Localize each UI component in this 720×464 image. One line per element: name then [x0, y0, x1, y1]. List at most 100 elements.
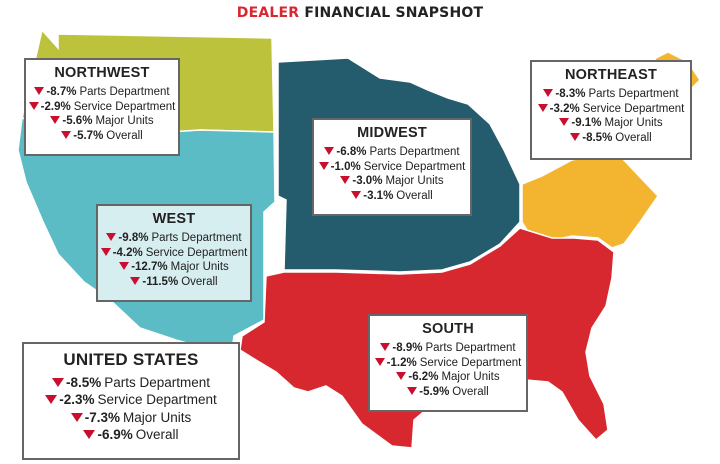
stat-value: -5.6%: [62, 115, 93, 128]
down-arrow-icon: [407, 387, 418, 396]
stat-value: -8.7%: [46, 86, 77, 98]
midwest-stat-row: -6.8% Parts Department: [314, 145, 470, 160]
south-stat-row: -8.9% Parts Department: [370, 341, 526, 356]
down-arrow-icon: [61, 131, 72, 140]
south-title: SOUTH: [422, 321, 474, 337]
down-arrow-icon: [318, 161, 329, 170]
stat-value: -1.2%: [386, 356, 417, 369]
northeast-stat-row: -8.3% Parts Department: [532, 87, 690, 102]
midwest-stat-row: -3.1% Overall: [314, 189, 470, 204]
south-stat-row: -1.2% Service Department: [370, 356, 526, 371]
stat-label: Overall: [452, 386, 489, 399]
down-arrow-icon: [28, 101, 39, 110]
down-arrow-icon: [396, 372, 407, 381]
stat-label: Major Units: [95, 115, 154, 128]
northeast-stats-box: NORTHEAST -8.3% Parts Department -3.2% Serv…: [530, 60, 692, 160]
stat-label: Parts Department: [369, 146, 460, 158]
stat-value: -8.3%: [555, 88, 586, 100]
stat-value: -2.9%: [40, 100, 71, 113]
down-arrow-icon: [324, 147, 335, 155]
west-rows: -9.8% Parts Department -4.2% Service Depart…: [98, 231, 250, 290]
stat-value: -3.0%: [352, 175, 383, 188]
stat-value: -4.2%: [112, 246, 143, 259]
west-stat-row: -9.8% Parts Department: [98, 231, 250, 246]
northeast-stat-row: -9.1% Major Units: [532, 116, 690, 131]
stat-label: Overall: [615, 132, 652, 145]
down-arrow-icon: [119, 262, 130, 271]
northwest-stat-row: -2.9% Service Department: [26, 100, 178, 115]
united-states-rows: -8.5% Parts Department -2.3% Service Depart…: [24, 374, 238, 443]
stat-value: -8.9%: [392, 342, 423, 354]
stat-label: Service Department: [145, 246, 248, 259]
stat-label: Service Department: [97, 392, 217, 408]
united-states-title: UNITED STATES: [63, 350, 199, 369]
down-arrow-icon: [374, 357, 385, 366]
stat-label: Service Department: [363, 160, 466, 173]
stat-label: Overall: [181, 276, 218, 289]
south-rows: -8.9% Parts Department -1.2% Service Depart…: [370, 341, 526, 400]
stat-value: -5.7%: [73, 130, 104, 143]
west-stat-row: -4.2% Service Department: [98, 246, 250, 261]
northwest-title: NORTHWEST: [54, 65, 150, 81]
down-arrow-icon: [130, 277, 141, 286]
northwest-stat-row: -5.7% Overall: [26, 129, 178, 144]
stat-value: -6.8%: [336, 146, 367, 158]
northwest-stat-row: -5.6% Major Units: [26, 114, 178, 129]
down-arrow-icon: [543, 89, 554, 97]
west-title: WEST: [152, 211, 196, 227]
stat-value: -8.5%: [582, 132, 613, 145]
stat-label: Overall: [396, 190, 433, 203]
down-arrow-icon: [351, 191, 362, 200]
stat-value: -2.3%: [59, 392, 95, 408]
stat-value: -6.9%: [97, 426, 133, 442]
stat-value: -9.8%: [118, 232, 149, 244]
down-arrow-icon: [380, 343, 391, 351]
south-stat-row: -5.9% Overall: [370, 385, 526, 400]
us-stat-row: -2.3% Service Department: [24, 391, 238, 408]
stat-value: -3.2%: [549, 102, 580, 115]
stat-label: Parts Department: [425, 342, 516, 354]
title-rest: FINANCIAL SNAPSHOT: [304, 5, 484, 21]
stat-label: Parts Department: [79, 86, 170, 98]
northeast-stat-row: -8.5% Overall: [532, 131, 690, 146]
us-stat-row: -7.3% Major Units: [24, 409, 238, 426]
midwest-stat-row: -3.0% Major Units: [314, 174, 470, 189]
stat-label: Service Department: [419, 356, 522, 369]
down-arrow-icon: [70, 412, 83, 422]
northeast-stat-row: -3.2% Service Department: [532, 102, 690, 117]
down-arrow-icon: [570, 133, 581, 142]
stat-value: -6.2%: [408, 371, 439, 384]
stat-label: Major Units: [123, 409, 192, 425]
down-arrow-icon: [106, 233, 117, 241]
northwest-stat-row: -8.7% Parts Department: [26, 85, 178, 100]
midwest-stat-row: -1.0% Service Department: [314, 160, 470, 175]
stat-value: -12.7%: [131, 261, 168, 274]
down-arrow-icon: [83, 429, 96, 439]
south-stat-row: -6.2% Major Units: [370, 370, 526, 385]
stat-label: Service Department: [582, 102, 685, 115]
us-stat-row: -6.9% Overall: [24, 426, 238, 443]
stat-label: Parts Department: [588, 88, 679, 100]
stat-value: -5.9%: [419, 386, 450, 399]
northeast-title: NORTHEAST: [564, 67, 658, 83]
west-stat-row: -12.7% Major Units: [98, 260, 250, 275]
united-states-stats-box: UNITED STATES -8.5% Parts Department -2.3%…: [22, 342, 240, 460]
northwest-rows: -8.7% Parts Department -2.9% Service Depart…: [26, 85, 178, 144]
midwest-rows: -6.8% Parts Department -1.0% Service Depart…: [314, 145, 470, 204]
midwest-title: MIDWEST: [357, 125, 427, 141]
down-arrow-icon: [34, 87, 45, 95]
down-arrow-icon: [100, 247, 111, 256]
down-arrow-icon: [537, 103, 548, 112]
stat-label: Parts Department: [104, 375, 211, 390]
page-title: DEALER FINANCIAL SNAPSHOT: [0, 5, 720, 21]
stat-value: -7.3%: [84, 409, 120, 425]
down-arrow-icon: [559, 118, 570, 127]
stat-value: -9.1%: [571, 117, 602, 130]
stat-label: Major Units: [170, 261, 229, 274]
stat-label: Major Units: [441, 371, 500, 384]
title-accent: DEALER: [236, 5, 300, 21]
down-arrow-icon: [50, 116, 61, 125]
south-stats-box: SOUTH -8.9% Parts Department -1.2% Service …: [368, 314, 528, 412]
stat-label: Overall: [106, 130, 143, 143]
west-stat-row: -11.5% Overall: [98, 275, 250, 290]
